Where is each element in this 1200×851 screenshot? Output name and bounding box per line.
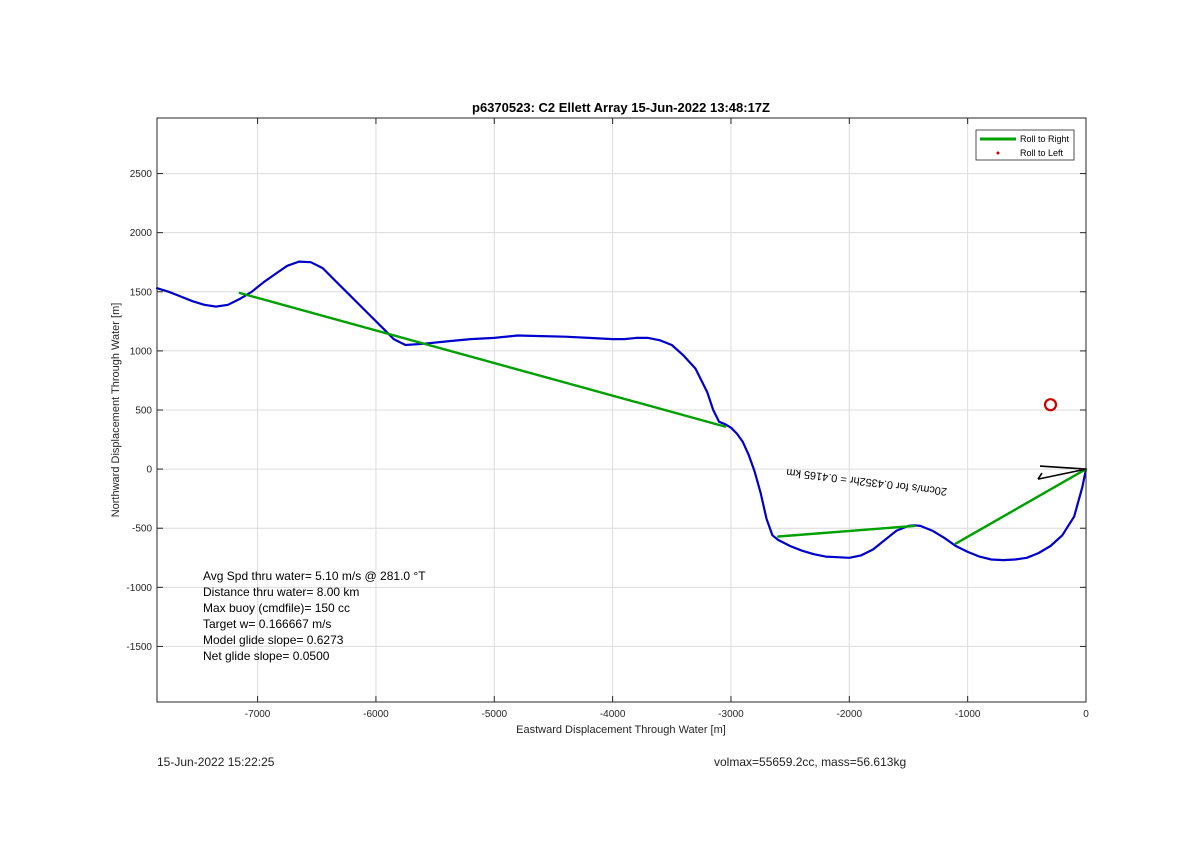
legend-label-roll-left: Roll to Left (1020, 148, 1064, 158)
stat-avg-speed: Avg Spd thru water= 5.10 m/s @ 281.0 °T (203, 569, 426, 583)
x-tick-label: -3000 (718, 709, 744, 720)
y-tick-label: -1000 (126, 583, 152, 594)
current-annotation: 20cm/s for 0.4352hr = 0.4165 km (786, 466, 948, 498)
series-line-track (155, 260, 1088, 562)
footer-volmax-mass: volmax=55659.2cc, mass=56.613kg (714, 755, 907, 769)
legend: Roll to Right Roll to Left (975, 129, 1075, 161)
stats-block: Avg Spd thru water= 5.10 m/s @ 281.0 °T … (203, 569, 426, 663)
y-tick-label: 1500 (130, 287, 153, 298)
x-tick-label: -5000 (481, 709, 507, 720)
series-line-roll-to-right (238, 291, 1088, 545)
y-tick-label: -1500 (126, 642, 152, 653)
target-marker (1043, 398, 1058, 412)
x-tick-label: -4000 (600, 709, 626, 720)
y-tick-label: 2500 (130, 169, 153, 180)
y-tick-label: 2000 (130, 228, 153, 239)
stat-net-glide-slope: Net glide slope= 0.0500 (203, 649, 330, 663)
stat-target-w: Target w= 0.166667 m/s (203, 617, 331, 631)
stat-max-buoy: Max buoy (cmdfile)= 150 cc (203, 601, 350, 615)
x-tick-label: -7000 (245, 709, 271, 720)
stat-model-glide-slope: Model glide slope= 0.6273 (203, 633, 344, 647)
legend-swatch-roll-left (996, 151, 1000, 155)
y-tick-label: 0 (146, 465, 152, 476)
chart-title: p6370523: C2 Ellett Array 15-Jun-2022 13… (472, 100, 770, 115)
current-arrow (1037, 465, 1087, 480)
grid (157, 118, 1087, 702)
stat-distance: Distance thru water= 8.00 km (203, 585, 359, 599)
y-axis-label: Northward Displacement Through Water [m] (110, 303, 122, 518)
y-tick-label: 500 (135, 406, 152, 417)
x-tick-label: -6000 (363, 709, 389, 720)
x-axis-label: Eastward Displacement Through Water [m] (516, 724, 726, 736)
footer-timestamp: 15-Jun-2022 15:22:25 (157, 755, 275, 769)
x-tick-label: -2000 (837, 709, 863, 720)
legend-label-roll-right: Roll to Right (1020, 134, 1070, 144)
x-tick-label: 0 (1083, 709, 1089, 720)
y-tick-label: -500 (132, 524, 152, 535)
y-tick-label: 1000 (130, 346, 153, 357)
x-tick-label: -1000 (955, 709, 981, 720)
